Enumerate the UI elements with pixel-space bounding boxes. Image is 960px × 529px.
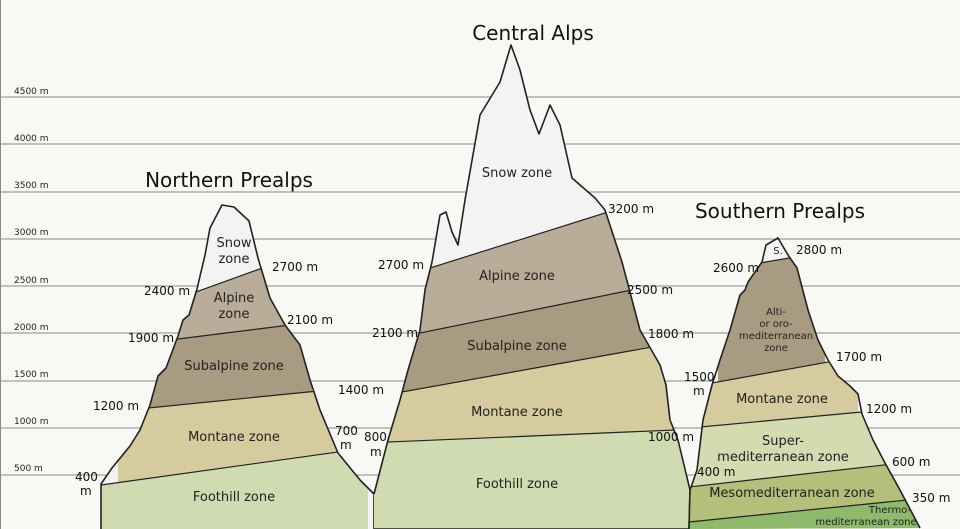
tick-label: 4500 m xyxy=(14,87,49,97)
altitude-label: 2100 m xyxy=(287,313,333,327)
alti-oro-zone-label: or oro- xyxy=(759,319,793,330)
alpine-zone-label: zone xyxy=(218,307,249,322)
altitude-label: 1800 m xyxy=(648,327,694,341)
tick-label: 2000 m xyxy=(14,323,49,333)
zone-boundary xyxy=(689,496,920,526)
altitude-label: 2700 m xyxy=(378,258,424,272)
foothill-zone-label: Foothill zone xyxy=(476,477,558,492)
zone-boundary xyxy=(117,387,349,412)
northern-prealps xyxy=(100,204,375,529)
altitude-label: 2700 m xyxy=(272,260,318,274)
subalpine-zone-label: Subalpine zone xyxy=(467,339,567,354)
altitude-label: 2100 m xyxy=(372,326,418,340)
altitude-label: 400 xyxy=(75,470,98,484)
tick-label: 3000 m xyxy=(14,228,49,238)
thermomed-zone xyxy=(689,496,920,529)
alti-oro-zone-label: mediterranean xyxy=(739,331,813,342)
foothill-zone xyxy=(374,428,690,529)
alti-oro-zone-label: Alti- xyxy=(766,307,786,318)
tick-label: 1000 m xyxy=(14,417,49,427)
zone-boundary xyxy=(689,461,915,491)
snow-zone-label: S. xyxy=(773,246,783,257)
southern-prealps xyxy=(688,237,921,529)
altitude-label: 600 m xyxy=(892,455,930,469)
mesomed-zone-label: Mesomediterranean zone xyxy=(709,486,875,501)
altitude-label: 1900 m xyxy=(128,331,174,345)
tick-label: 500 m xyxy=(14,464,43,474)
alti-oro-zone-label: zone xyxy=(764,343,788,354)
subalpine-zone-label: Subalpine zone xyxy=(184,359,284,374)
altitude-label: m xyxy=(340,438,352,452)
alpine-zone-label: Alpine zone xyxy=(479,269,555,284)
altitude-label: m xyxy=(693,384,705,398)
zone-boundary xyxy=(399,202,636,279)
zone-boundary xyxy=(374,341,683,398)
altitude-label: 1500 xyxy=(684,370,715,384)
alpine-zone-label: Alpine xyxy=(214,291,255,306)
thermomed-zone-label: mediterranean zone xyxy=(815,517,916,528)
northern-prealps-title: Northern Prealps xyxy=(145,168,313,192)
central-alps-title: Central Alps xyxy=(472,21,594,45)
altitude-label: 1200 m xyxy=(866,402,912,416)
supermed-zone-label: mediterranean zone xyxy=(717,450,849,465)
northern-prealps-zones xyxy=(101,205,374,529)
altitude-label: 2800 m xyxy=(796,243,842,257)
thermomed-zone-label: Thermo- xyxy=(868,505,912,516)
central-alps-labels: Central Alps Snow zone Alpine zone Subal… xyxy=(338,21,694,492)
altitude-label: 1700 m xyxy=(836,350,882,364)
southern-prealps-outline xyxy=(688,237,921,529)
supermed-zone-label: Super- xyxy=(762,434,804,449)
zone-boundary xyxy=(101,447,369,490)
montane-zone-label: Montane zone xyxy=(188,430,280,445)
zone-boundary xyxy=(374,428,690,444)
elevation-axis: 4500 m 4000 m 3500 m 3000 m 2500 m 2000 … xyxy=(14,87,49,474)
tick-label: 2500 m xyxy=(14,276,49,286)
zone-boundary xyxy=(689,408,893,431)
southern-prealps-labels: Southern Prealps S. Alti- or oro- medite… xyxy=(684,199,950,528)
southern-prealps-zones xyxy=(689,238,920,529)
tick-label: 1500 m xyxy=(14,370,49,380)
altitude-label: m xyxy=(80,484,92,498)
altitude-label: m xyxy=(370,445,382,459)
altitude-label: 350 m xyxy=(912,491,950,505)
snow-zone-label: Snow zone xyxy=(482,166,552,181)
altitude-label: 1200 m xyxy=(93,399,139,413)
snow-zone-label: Snow xyxy=(216,236,251,251)
altitude-label: 400 m xyxy=(697,465,735,479)
central-alps-outline xyxy=(373,44,691,529)
altitude-label: 1400 m xyxy=(338,383,384,397)
tick-label: 4000 m xyxy=(14,134,49,144)
northern-prealps-labels: Northern Prealps Snow zone Alpine zone S… xyxy=(75,168,358,505)
foothill-zone xyxy=(101,447,368,529)
altitude-label: 1000 m xyxy=(648,430,694,444)
altitude-label: 2400 m xyxy=(144,284,190,298)
altitude-label: 2500 m xyxy=(627,283,673,297)
altitude-label: 800 xyxy=(364,430,387,444)
snow-zone-label: zone xyxy=(218,252,249,267)
montane-zone-label: Montane zone xyxy=(736,392,828,407)
central-alps xyxy=(373,44,691,529)
altitude-label: 700 xyxy=(335,424,358,438)
northern-prealps-outline xyxy=(100,204,375,529)
southern-prealps-title: Southern Prealps xyxy=(695,199,865,223)
montane-zone-label: Montane zone xyxy=(471,405,563,420)
foothill-zone-label: Foothill zone xyxy=(193,490,275,505)
central-alps-zones xyxy=(374,45,690,529)
mountains xyxy=(100,44,921,529)
tick-label: 3500 m xyxy=(14,181,49,191)
zone-boundary xyxy=(389,285,653,340)
altitude-label: 3200 m xyxy=(608,202,654,216)
altitude-label: 2600 m xyxy=(713,261,759,275)
